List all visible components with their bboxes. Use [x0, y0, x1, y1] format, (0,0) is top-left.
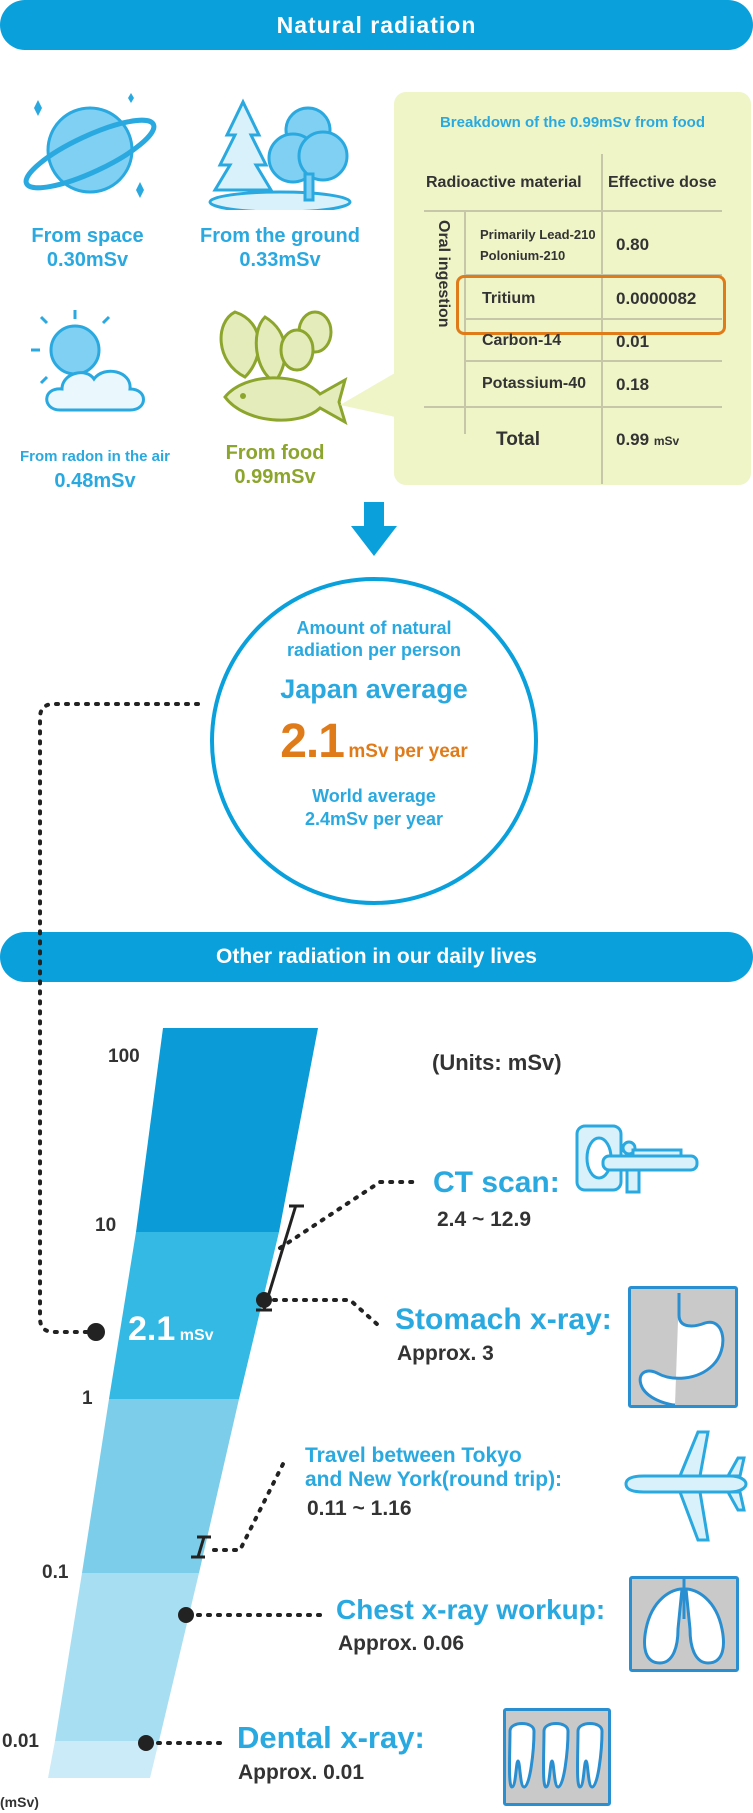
stomach-xray-icon — [628, 1286, 738, 1408]
chest-dot — [178, 1607, 194, 1623]
band-1-10 — [109, 1232, 279, 1399]
travel-title-line: Travel between Tokyo — [305, 1444, 522, 1467]
dental-xray-icon — [503, 1708, 611, 1806]
group-label: Oral ingestion — [435, 220, 452, 328]
chest-xray-value: Approx. 0.06 — [338, 1632, 465, 1655]
speech-pointer — [340, 370, 400, 418]
header-divider — [424, 210, 722, 212]
japan-value-unit: mSv per year — [348, 741, 468, 762]
source-radon: From radon in the air 0.48mSv — [5, 443, 185, 493]
tick-0.01: 0.01 — [2, 1731, 39, 1752]
band-0.01-0.1 — [55, 1573, 199, 1741]
ct-scanner-icon — [575, 1124, 699, 1194]
stomach-xray-value: Approx. 3 — [397, 1342, 494, 1365]
stomach-dot — [256, 1292, 272, 1308]
total-divider — [424, 406, 722, 408]
summary-line: radiation per person — [286, 640, 462, 660]
total-number: 0.99 — [616, 430, 650, 449]
row-material-2: Polonium-210 — [480, 248, 566, 263]
axis-unit: (mSv) — [0, 1794, 39, 1810]
food-breakdown-panel: Breakdown of the 0.99mSv from food Radio… — [394, 92, 751, 485]
marker-value: 2.1 — [128, 1310, 176, 1348]
tick-10: 10 — [95, 1215, 117, 1236]
row-dose: 0.18 — [616, 375, 650, 394]
world-average: World average 2.4mSv per year — [214, 785, 534, 831]
source-value: 0.99mSv — [234, 466, 316, 488]
japan-average-value: 2.1 mSv per year — [214, 714, 534, 769]
marker-dot — [87, 1323, 105, 1341]
row-divider — [464, 360, 722, 362]
source-label: From the ground — [200, 225, 360, 247]
world-line: World average — [312, 786, 436, 806]
source-food: From food 0.99mSv — [200, 441, 350, 489]
row-dose: 0.01 — [616, 332, 650, 351]
total-value: 0.99 mSv — [616, 430, 679, 450]
units-note: (Units: mSv) — [432, 1050, 562, 1075]
japan-average-label: Japan average — [280, 674, 468, 704]
trees-icon — [208, 98, 352, 210]
daily-radiation-banner: Other radiation in our daily lives — [0, 932, 753, 982]
down-arrow-icon — [351, 502, 397, 556]
tritium-highlight — [456, 275, 726, 335]
tick-0.1: 0.1 — [42, 1562, 69, 1583]
stomach-xray-title: Stomach x-ray: — [395, 1303, 612, 1336]
chest-xray-icon — [629, 1576, 739, 1672]
row-material: Tritium — [482, 290, 536, 307]
summary-circle: Amount of natural radiation per person J… — [210, 577, 538, 905]
source-value: 0.30mSv — [46, 249, 129, 271]
planet-icon — [23, 93, 157, 198]
ct-scan-title: CT scan: — [433, 1166, 560, 1199]
travel-title-line: and New York(round trip): — [305, 1468, 563, 1491]
row-material: Potassium-40 — [482, 375, 587, 392]
source-label: From radon in the air — [19, 448, 170, 465]
source-label: From space — [31, 225, 144, 247]
chest-xray-title: Chest x-ray workup: — [336, 1594, 606, 1625]
total-unit: mSv — [653, 434, 680, 448]
tick-100: 100 — [108, 1046, 140, 1067]
row-dose: 0.0000082 — [616, 289, 697, 308]
row-material: Carbon-14 — [482, 332, 562, 349]
dental-dot — [138, 1735, 154, 1751]
header-dose: Effective dose — [608, 174, 717, 191]
japan-value-number: 2.1 — [280, 715, 345, 768]
source-value: 0.48mSv — [54, 470, 136, 492]
ct-range-bar — [262, 1204, 298, 1311]
circle-connector — [38, 702, 200, 1334]
ct-scan-value: 2.4 ~ 12.9 — [437, 1208, 531, 1231]
source-ground: From the ground 0.33mSv — [180, 224, 380, 272]
airplane-icon — [624, 1430, 748, 1542]
row-divider — [464, 318, 722, 320]
header-material: Radioactive material — [426, 174, 582, 191]
travel-range-bar — [196, 1536, 206, 1558]
source-label: From food — [225, 442, 325, 464]
band-0.1-1 — [82, 1399, 239, 1573]
band-below-0.01 — [48, 1741, 159, 1778]
total-label: Total — [496, 429, 540, 450]
summary-line: Amount of natural — [296, 618, 452, 638]
tick-1: 1 — [82, 1388, 93, 1409]
source-space: From space 0.30mSv — [10, 224, 165, 272]
world-line: 2.4mSv per year — [304, 809, 444, 829]
natural-radiation-banner: Natural radiation — [0, 0, 753, 50]
travel-title: Travel between Tokyo and New York(round … — [305, 1444, 562, 1492]
row-material: Primarily Lead-210 — [480, 227, 596, 242]
marker-unit: mSv — [179, 1327, 214, 1344]
food-icon — [219, 310, 348, 426]
source-value: 0.33mSv — [239, 249, 321, 271]
group-divider — [464, 212, 466, 434]
row-dose: 0.80 — [616, 235, 650, 254]
band-10-100 — [136, 1028, 318, 1232]
dental-xray-value: Approx. 0.01 — [238, 1761, 365, 1784]
marker-label: 2.1 mSv — [128, 1310, 214, 1349]
summary-caption: Amount of natural radiation per person — [214, 617, 534, 661]
travel-value: 0.11 ~ 1.16 — [307, 1497, 412, 1520]
breakdown-title: Breakdown of the 0.99mSv from food — [439, 114, 706, 131]
sun-cloud-icon — [31, 310, 145, 412]
dental-xray-title: Dental x-ray: — [237, 1720, 425, 1755]
